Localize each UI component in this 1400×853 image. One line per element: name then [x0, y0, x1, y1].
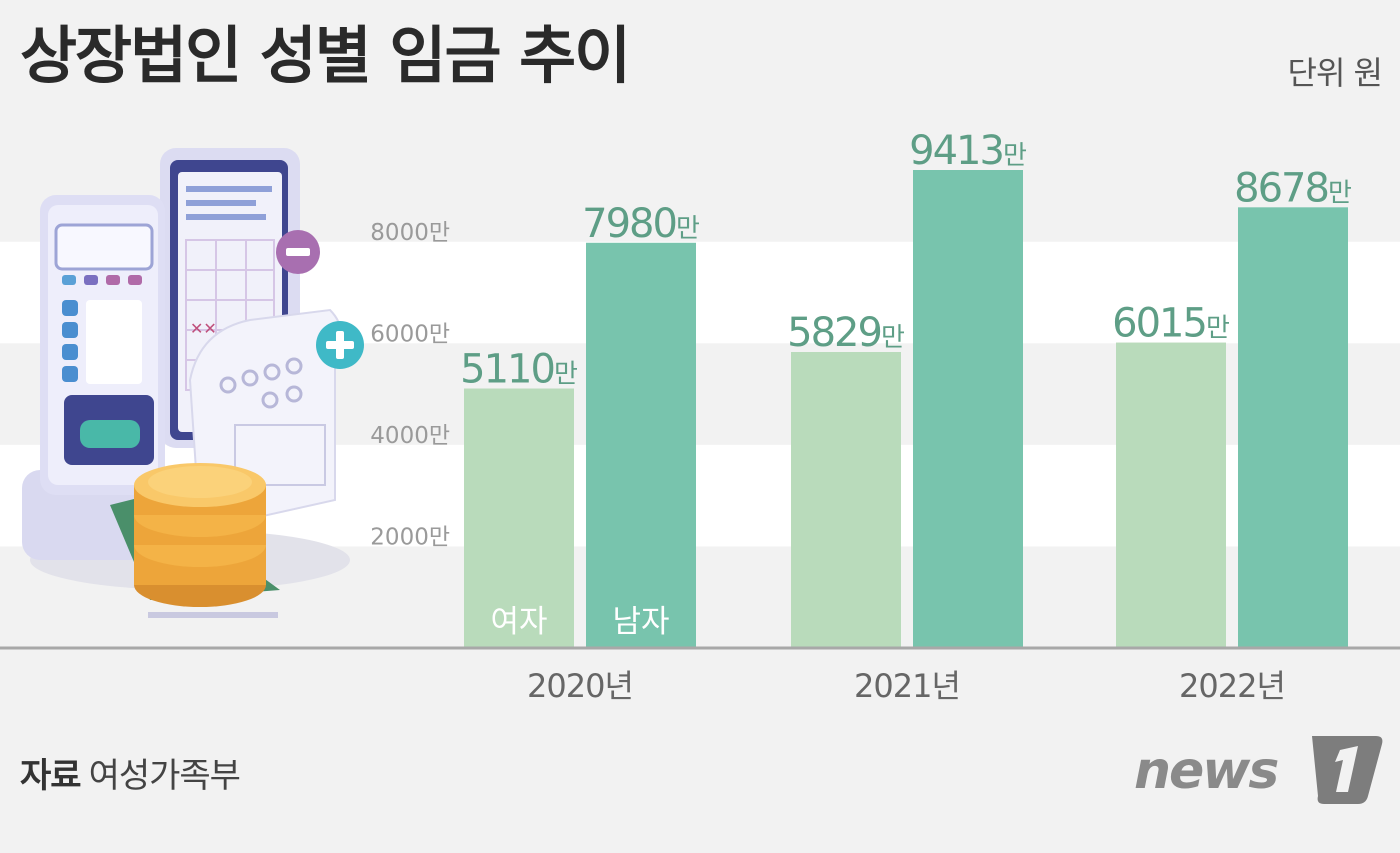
y-tick-labels: 2000만 4000만 6000만 8000만 — [370, 220, 450, 551]
value-label: 6015만 — [1112, 301, 1230, 347]
x-tick-label: 2020년 — [527, 667, 633, 705]
news1-logo-icon: news — [1134, 736, 1383, 804]
x-tick-label: 2021년 — [854, 667, 960, 705]
bar — [913, 170, 1023, 648]
y-tick-label: 2000만 — [370, 524, 450, 550]
calculator-icon — [40, 195, 165, 495]
bar — [1116, 342, 1226, 648]
source-note: 자료 여성가족부 — [20, 748, 241, 797]
source-value: 여성가족부 — [88, 756, 241, 796]
series-legend-label: 남자 — [612, 604, 669, 640]
value-label: 7980만 — [582, 201, 700, 247]
y-tick-label: 8000만 — [370, 220, 450, 246]
y-tick-label: 4000만 — [370, 423, 450, 449]
value-label: 5110만 — [460, 347, 578, 393]
series-legend-label: 여자 — [490, 604, 547, 640]
bar — [586, 242, 696, 649]
bar-series — [464, 170, 1348, 649]
bar — [1238, 207, 1348, 648]
chart-title: 상장법인 성별 임금 추이 — [20, 19, 631, 92]
value-label: 8678만 — [1234, 165, 1352, 211]
finance-illustration: ✕✕ — [22, 148, 364, 618]
source-label: 자료 — [20, 756, 82, 796]
x-tick-labels: 2020년 2021년 2022년 — [527, 667, 1286, 705]
bar — [791, 351, 901, 648]
logo-wordmark: news — [1134, 741, 1278, 801]
bar — [464, 388, 574, 648]
svg-text:✕✕: ✕✕ — [190, 319, 217, 338]
unit-label: 단위 원 — [1287, 54, 1383, 92]
coin-stack-icon — [110, 463, 280, 618]
value-labels: 5110만 7980만 5829만 9413만 6015만 8678만 — [460, 128, 1352, 393]
y-tick-label: 6000만 — [370, 321, 450, 347]
in-bar-legend: 여자 남자 — [490, 604, 669, 640]
value-label: 5829만 — [787, 310, 905, 356]
x-tick-label: 2022년 — [1179, 667, 1285, 705]
value-label: 9413만 — [909, 128, 1027, 174]
